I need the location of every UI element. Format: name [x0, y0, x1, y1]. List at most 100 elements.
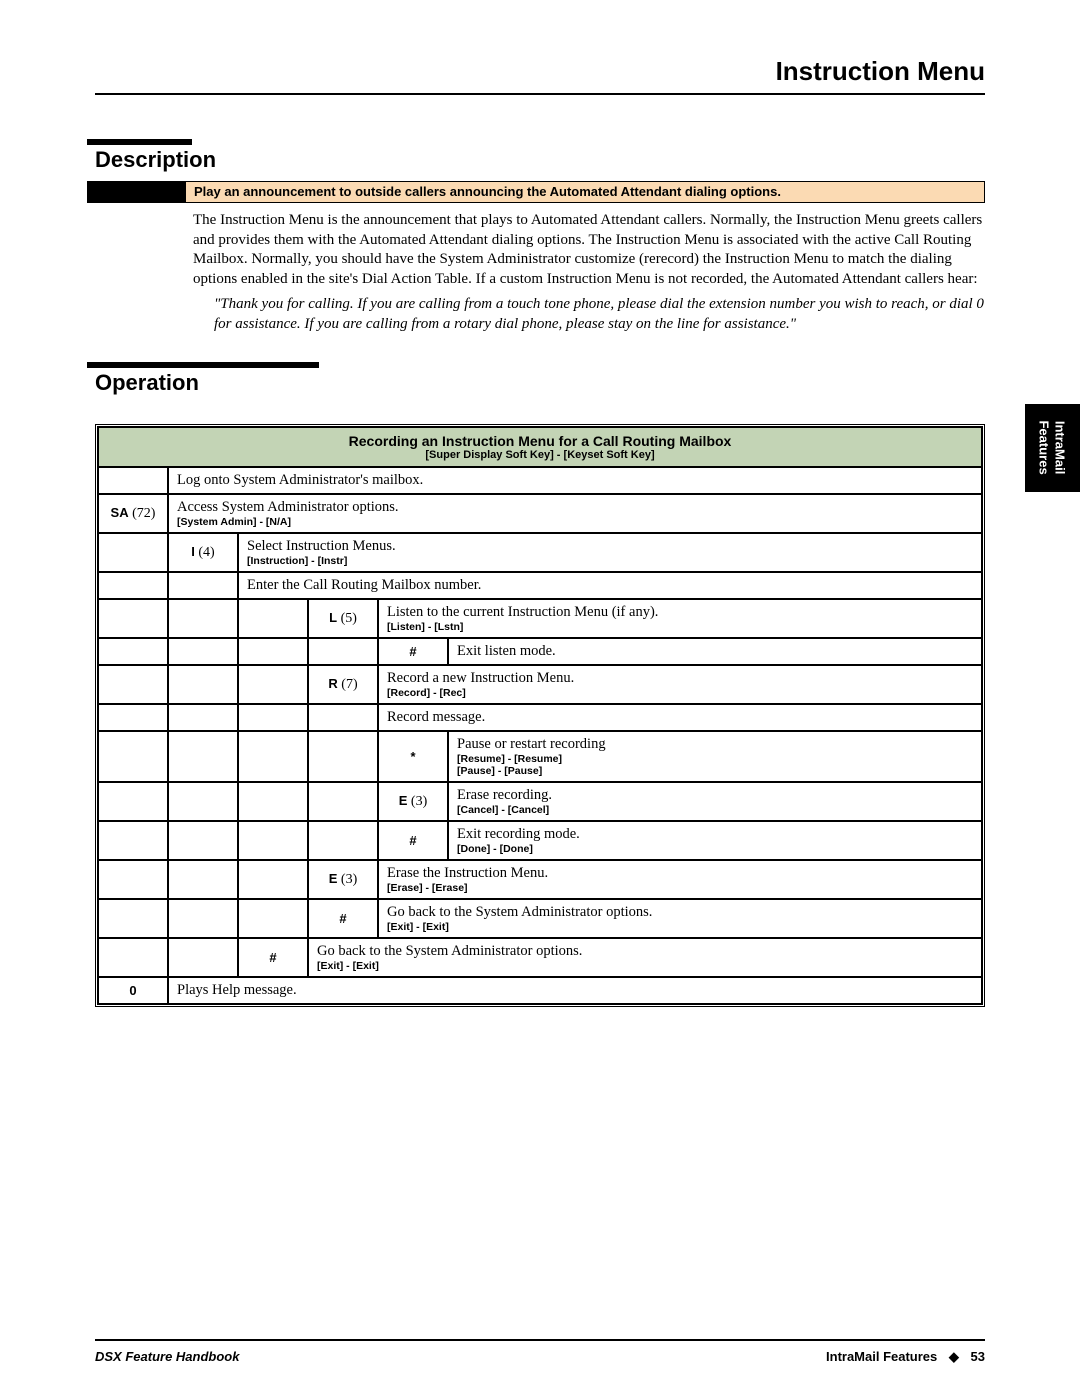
section-rule [87, 362, 319, 368]
table-row: 0Plays Help message. [98, 977, 982, 1004]
footer-diamond-icon: ◆ [949, 1349, 959, 1364]
table-header: Recording an Instruction Menu for a Call… [98, 427, 982, 467]
desc-cell: Erase the Instruction Menu.[Erase] - [Er… [378, 860, 982, 899]
desc-cell: Record message. [378, 704, 982, 731]
key-cell [168, 704, 238, 731]
desc-cell: Exit recording mode.[Done] - [Done] [448, 821, 982, 860]
table-row: SA (72)Access System Administrator optio… [98, 494, 982, 533]
key-cell [168, 572, 238, 599]
key-cell [168, 782, 238, 821]
key-cell: 0 [98, 977, 168, 1004]
page-footer: DSX Feature Handbook IntraMail Features … [95, 1339, 985, 1365]
sidetab-line1: IntraMail [1053, 421, 1068, 474]
key-cell [98, 638, 168, 665]
page-container: Instruction Menu Description Play an ann… [0, 0, 1080, 1397]
key-cell: # [238, 938, 308, 977]
side-tab: IntraMail Features [1025, 404, 1080, 492]
key-cell [238, 899, 308, 938]
footer-page-number: 53 [971, 1349, 985, 1364]
table-title: Recording an Instruction Menu for a Call… [107, 433, 973, 449]
table-row: E (3)Erase the Instruction Menu.[Erase] … [98, 860, 982, 899]
description-body: The Instruction Menu is the announcement… [193, 211, 985, 289]
key-cell [238, 665, 308, 704]
operation-table-wrap: Recording an Instruction Menu for a Call… [95, 424, 985, 1007]
desc-cell: Enter the Call Routing Mailbox number. [238, 572, 982, 599]
table-row: I (4)Select Instruction Menus.[Instructi… [98, 533, 982, 572]
key-cell [98, 533, 168, 572]
key-cell [238, 821, 308, 860]
desc-cell: Listen to the current Instruction Menu (… [378, 599, 982, 638]
key-cell [308, 731, 378, 782]
section-rule [87, 139, 192, 145]
key-cell [98, 572, 168, 599]
key-cell: # [378, 821, 448, 860]
key-cell [98, 467, 168, 494]
key-cell [98, 731, 168, 782]
key-cell [98, 938, 168, 977]
table-row: #Exit recording mode.[Done] - [Done] [98, 821, 982, 860]
table-subtitle: [Super Display Soft Key] - [Keyset Soft … [107, 449, 973, 461]
key-cell: I (4) [168, 533, 238, 572]
key-cell [168, 731, 238, 782]
desc-cell: Go back to the System Administrator opti… [308, 938, 982, 977]
key-cell [168, 821, 238, 860]
desc-cell: Erase recording.[Cancel] - [Cancel] [448, 782, 982, 821]
key-cell: R (7) [308, 665, 378, 704]
key-cell [308, 704, 378, 731]
sidetab-line2: Features [1037, 421, 1052, 475]
key-cell [238, 638, 308, 665]
description-quote: "Thank you for calling. If you are calli… [214, 295, 985, 334]
operation-heading: Operation [95, 370, 985, 396]
desc-cell: Log onto System Administrator's mailbox. [168, 467, 982, 494]
key-cell [168, 938, 238, 977]
key-cell [168, 860, 238, 899]
table-row: #Exit listen mode. [98, 638, 982, 665]
key-cell [238, 704, 308, 731]
key-cell [98, 665, 168, 704]
key-cell: L (5) [308, 599, 378, 638]
key-cell: E (3) [378, 782, 448, 821]
desc-cell: Exit listen mode. [448, 638, 982, 665]
table-row: #Go back to the System Administrator opt… [98, 938, 982, 977]
key-cell [308, 638, 378, 665]
desc-cell: Go back to the System Administrator opti… [378, 899, 982, 938]
key-cell: * [378, 731, 448, 782]
table-row: R (7)Record a new Instruction Menu.[Reco… [98, 665, 982, 704]
desc-cell: Record a new Instruction Menu.[Record] -… [378, 665, 982, 704]
key-cell [308, 782, 378, 821]
key-cell [238, 782, 308, 821]
table-row: Record message. [98, 704, 982, 731]
key-cell [238, 599, 308, 638]
footer-section: IntraMail Features [826, 1349, 937, 1364]
key-cell [98, 860, 168, 899]
table-row: *Pause or restart recording[Resume] - [R… [98, 731, 982, 782]
summary-row: Play an announcement to outside callers … [87, 181, 985, 203]
key-cell: SA (72) [98, 494, 168, 533]
key-cell [168, 899, 238, 938]
desc-cell: Select Instruction Menus.[Instruction] -… [238, 533, 982, 572]
table-row: #Go back to the System Administrator opt… [98, 899, 982, 938]
key-cell [168, 665, 238, 704]
desc-cell: Access System Administrator options.[Sys… [168, 494, 982, 533]
key-cell [238, 731, 308, 782]
table-row: Log onto System Administrator's mailbox. [98, 467, 982, 494]
key-cell [98, 704, 168, 731]
table-row: L (5)Listen to the current Instruction M… [98, 599, 982, 638]
footer-right: IntraMail Features ◆ 53 [826, 1349, 985, 1365]
key-cell: # [378, 638, 448, 665]
desc-cell: Pause or restart recording[Resume] - [Re… [448, 731, 982, 782]
key-cell [98, 599, 168, 638]
table-row: E (3)Erase recording.[Cancel] - [Cancel] [98, 782, 982, 821]
description-heading: Description [95, 147, 985, 173]
key-cell [98, 821, 168, 860]
footer-left: DSX Feature Handbook [95, 1349, 239, 1365]
table-row: Enter the Call Routing Mailbox number. [98, 572, 982, 599]
key-cell: # [308, 899, 378, 938]
page-title: Instruction Menu [95, 56, 985, 95]
key-cell [308, 821, 378, 860]
key-cell [98, 782, 168, 821]
key-cell [98, 899, 168, 938]
key-cell [168, 638, 238, 665]
key-cell [238, 860, 308, 899]
key-cell: E (3) [308, 860, 378, 899]
